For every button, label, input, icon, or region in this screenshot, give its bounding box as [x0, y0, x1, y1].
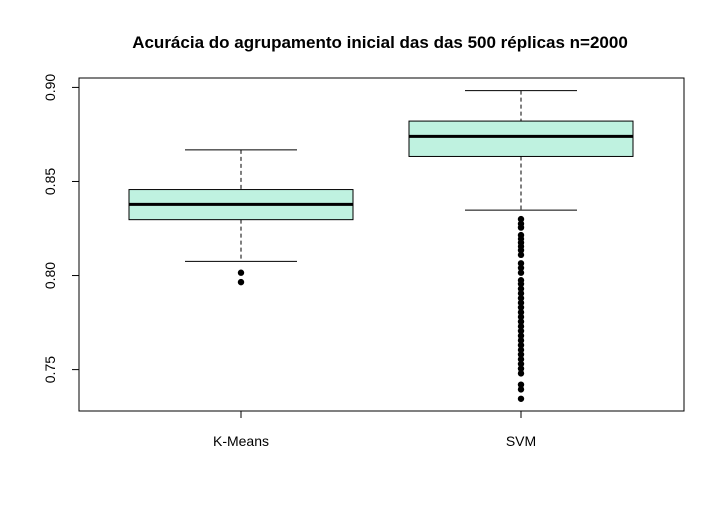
outlier-point — [517, 215, 525, 223]
outlier-point — [517, 341, 525, 349]
outlier-point — [517, 269, 525, 276]
y-tick-label: 0.85 — [42, 168, 58, 195]
x-axis: K-Means SVM — [213, 411, 536, 449]
chart-title: Acurácia do agrupamento inicial das das … — [132, 33, 628, 52]
outlier-point — [517, 323, 525, 330]
outlier-point — [517, 332, 525, 339]
box-group — [128, 149, 354, 286]
outlier-point — [517, 318, 525, 325]
outlier-point — [517, 365, 525, 372]
outlier-point — [517, 313, 525, 321]
outlier-point — [517, 264, 525, 272]
outlier-point — [517, 309, 525, 316]
outlier-point — [517, 294, 525, 302]
outlier-point — [517, 251, 525, 259]
y-tick-label: 0.80 — [42, 262, 58, 289]
y-axis: 0.75 0.80 0.85 0.90 — [42, 74, 80, 383]
outlier-point — [517, 381, 525, 388]
y-tick-label: 0.75 — [42, 356, 58, 383]
outlier-point — [517, 337, 525, 344]
box-group — [408, 90, 634, 402]
outlier-point — [517, 280, 525, 288]
x-tick-label: SVM — [506, 433, 536, 449]
outlier-point — [517, 346, 525, 354]
outlier-point — [517, 351, 525, 358]
outlier-point — [237, 278, 245, 286]
boxes-layer — [128, 90, 634, 402]
outlier-point — [517, 299, 525, 307]
outlier-point — [517, 290, 525, 297]
outlier-point — [517, 386, 525, 393]
outlier-point — [517, 246, 525, 254]
outlier-point — [517, 260, 525, 267]
outlier-point — [517, 356, 525, 363]
x-tick-label: K-Means — [213, 433, 269, 449]
outlier-point — [517, 360, 525, 368]
outlier-point — [517, 327, 525, 335]
outlier-point — [517, 370, 525, 377]
outlier-point — [237, 269, 245, 276]
iqr-box — [408, 120, 634, 157]
outlier-point — [517, 285, 525, 292]
outlier-point — [517, 304, 525, 311]
outlier-point — [517, 395, 525, 402]
y-tick-label: 0.90 — [42, 74, 58, 101]
outlier-point — [517, 224, 525, 231]
